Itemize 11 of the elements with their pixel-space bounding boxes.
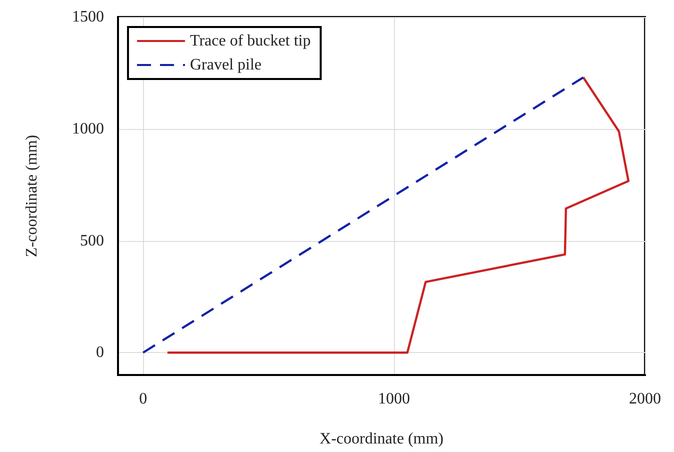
legend-label: Trace of bucket tip (190, 32, 311, 50)
y-tick-label: 0 (96, 344, 104, 362)
x-tick-label: 2000 (629, 390, 661, 408)
y-tick-label: 1000 (72, 120, 104, 138)
legend-label: Gravel pile (190, 56, 262, 74)
x-tick-label: 0 (139, 390, 148, 408)
x-axis-title: X-coordinate (mm) (320, 430, 444, 448)
x-tick-label: 1000 (378, 390, 410, 408)
y-axis-title: Z-coordinate (mm) (24, 134, 40, 258)
y-tick-label: 1500 (72, 8, 104, 26)
y-tick-label: 500 (80, 232, 104, 250)
